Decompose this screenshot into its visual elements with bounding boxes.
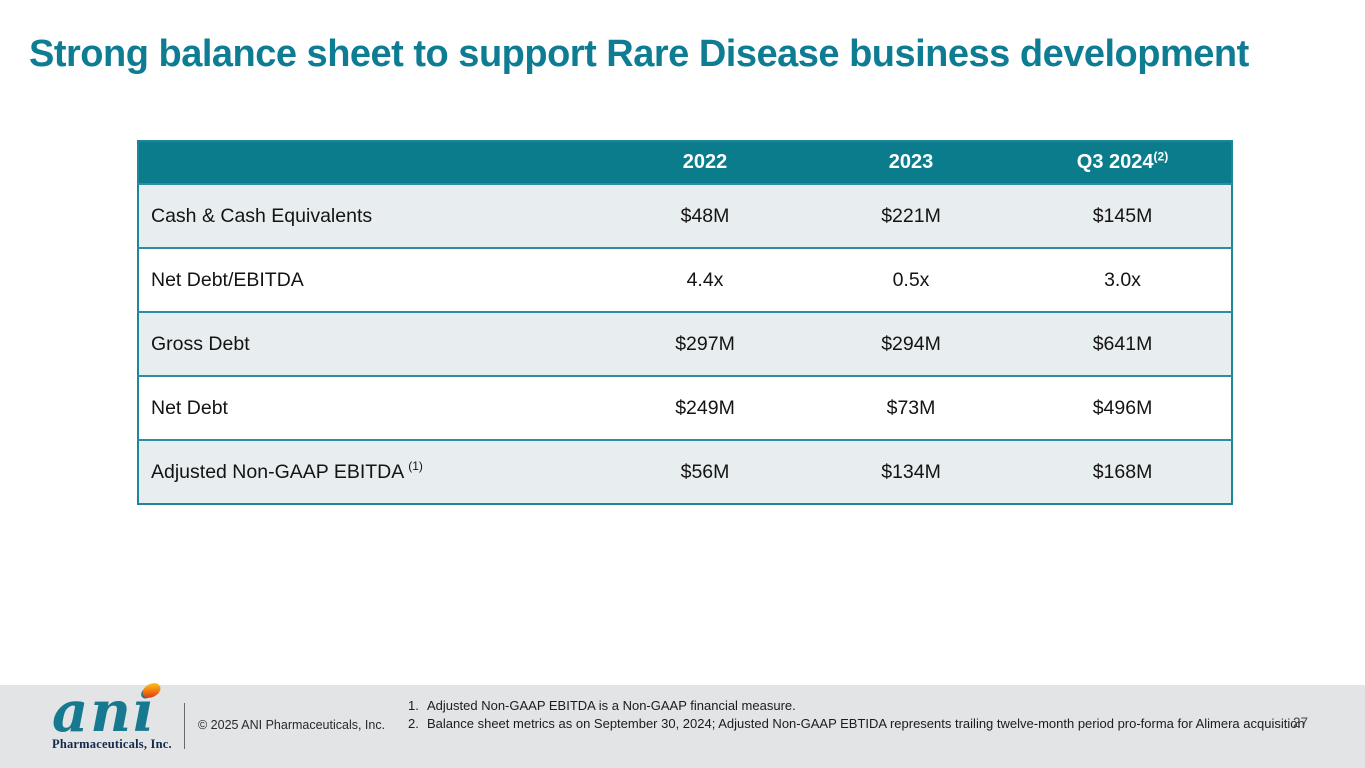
table-header: 2022 2023 Q3 2024(2) (138, 141, 1232, 184)
value-cell: $297M (602, 311, 808, 376)
ani-logo-wordmark: ani (52, 680, 164, 740)
header-cell-year: 2022 (602, 141, 808, 184)
value-cell: $134M (808, 439, 1014, 504)
table-row: Adjusted Non-GAAP EBITDA (1) $56M $134M $168… (138, 439, 1232, 504)
value-cell: $294M (808, 311, 1014, 376)
header-cell-year: Q3 2024(2) (1014, 141, 1232, 184)
balance-table: 2022 2023 Q3 2024(2) Cash & Cash Equivalen… (137, 140, 1233, 505)
copyright-text: © 2025 ANI Pharmaceuticals, Inc. (198, 718, 386, 732)
footer-divider (184, 703, 185, 749)
footnote: 1. Adjusted Non-GAAP EBITDA is a Non-GAAP… (408, 697, 1305, 715)
header-cell-blank (138, 141, 602, 184)
header-label: Q3 2024 (1076, 151, 1154, 173)
value-cell: 0.5x (808, 247, 1014, 312)
table-row: Net Debt $249M $73M $496M (138, 375, 1232, 440)
ani-logo-text: ani (52, 679, 157, 745)
header-label: 2023 (888, 151, 934, 173)
page-number: 27 (1293, 715, 1309, 730)
footnotes: 1. Adjusted Non-GAAP EBITDA is a Non-GAAP… (408, 697, 1305, 732)
footnote-text: Balance sheet metrics as on September 30… (427, 715, 1305, 731)
value-cell: $496M (1014, 375, 1232, 440)
value-cell: $56M (602, 439, 808, 504)
table-row: Net Debt/EBITDA 4.4x 0.5x 3.0x (138, 247, 1232, 312)
footnote: 2. Balance sheet metrics as on September … (408, 715, 1305, 733)
row-label-cell: Net Debt (138, 375, 602, 440)
row-label-cell: Cash & Cash Equivalents (138, 183, 602, 248)
header-cell-year: 2023 (808, 141, 1014, 184)
value-cell: $249M (602, 375, 808, 440)
value-cell: $168M (1014, 439, 1232, 504)
footnote-number: 2. (408, 715, 419, 731)
table-row: Gross Debt $297M $294M $641M (138, 311, 1232, 376)
row-label: Adjusted Non-GAAP EBITDA (151, 460, 405, 483)
balance-sheet-table: 2022 2023 Q3 2024(2) Cash & Cash Equivalen… (137, 140, 1233, 505)
row-label: Net Debt/EBITDA (151, 268, 304, 291)
value-cell: $48M (602, 183, 808, 248)
value-cell: $641M (1014, 311, 1232, 376)
row-label-cell: Net Debt/EBITDA (138, 247, 602, 312)
row-label: Cash & Cash Equivalents (151, 204, 373, 227)
row-label: Gross Debt (151, 332, 250, 355)
ani-logo-subtext: Pharmaceuticals, Inc. (52, 737, 172, 751)
row-label-cell: Gross Debt (138, 311, 602, 376)
value-cell: $73M (808, 375, 1014, 440)
row-label-superscript: (1) (408, 459, 423, 473)
row-label: Net Debt (151, 396, 228, 419)
footnote-number: 1. (408, 698, 419, 713)
row-label-cell: Adjusted Non-GAAP EBITDA (1) (138, 439, 602, 504)
balance-table-body: Cash & Cash Equivalents $48M $221M $145M Net… (138, 183, 1232, 504)
value-cell: 3.0x (1014, 247, 1232, 312)
slide-footer: ani Pharmaceuticals, Inc. © 2025 ANI Pha… (0, 680, 1365, 768)
value-cell: 4.4x (602, 247, 808, 312)
header-label: 2022 (682, 151, 728, 173)
value-cell: $221M (808, 183, 1014, 248)
table-row: Cash & Cash Equivalents $48M $221M $145M (138, 183, 1232, 248)
footnote-text: Adjusted Non-GAAP EBITDA is a Non-GAAP f… (427, 698, 796, 713)
header-superscript: (2) (1153, 149, 1169, 164)
slide-title: Strong balance sheet to support Rare Dis… (29, 33, 1249, 75)
ani-logo: ani Pharmaceuticals, Inc. (52, 680, 182, 752)
table-header-row: 2022 2023 Q3 2024(2) (138, 141, 1232, 184)
value-cell: $145M (1014, 183, 1232, 248)
